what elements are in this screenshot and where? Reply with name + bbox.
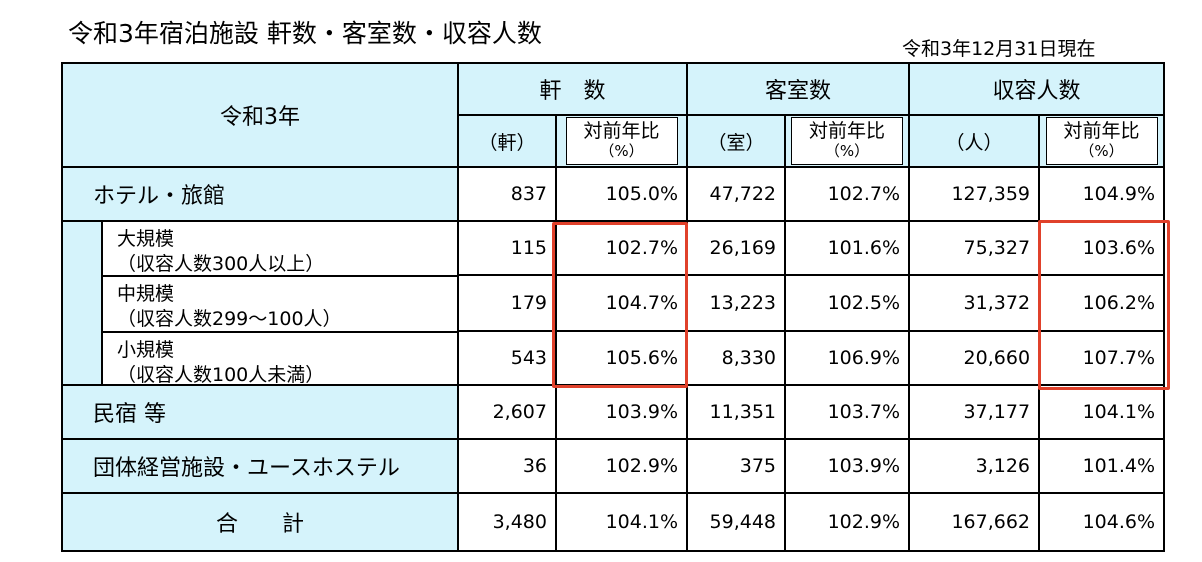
cell: 75,327 xyxy=(908,220,1041,276)
yoy-unit: （%） xyxy=(599,142,644,160)
cell: 3,480 xyxy=(457,492,557,552)
row-label-small: 小規模 （収容人数100人未満） xyxy=(61,331,459,386)
yoy-header-rooms: 対前年比 （%） xyxy=(784,114,911,168)
year-header: 令和3年 xyxy=(61,62,459,168)
cell: 37,177 xyxy=(908,384,1041,440)
cell: 104.1% xyxy=(554,492,689,552)
cell: 13,223 xyxy=(686,274,787,332)
cell: 102.9% xyxy=(554,438,689,494)
unit-facilities: （軒） xyxy=(457,114,557,168)
yoy-label: 対前年比 xyxy=(1063,120,1140,142)
cell: 36 xyxy=(457,438,557,494)
group-header-facilities: 軒 数 xyxy=(456,62,689,116)
cell: 31,372 xyxy=(908,274,1041,332)
header-row-groups: 令和3年 軒 数 客室数 収容人数 xyxy=(61,62,1166,168)
table-row-group: 団体経営施設・ユースホステル 36 102.9% 375 103.9% 3,12… xyxy=(61,438,1166,494)
cell: 103.7% xyxy=(784,384,911,440)
cell: 127,359 xyxy=(908,166,1041,222)
cell: 102.5% xyxy=(784,274,911,332)
cell: 2,607 xyxy=(457,384,557,440)
cell: 26,169 xyxy=(686,220,787,276)
row-label-large-title: 大規模 xyxy=(117,228,175,250)
cell: 107.7% xyxy=(1038,330,1166,386)
cell: 105.0% xyxy=(554,166,689,222)
yoy-unit: （%） xyxy=(824,142,870,160)
page-title: 令和3年宿泊施設 軒数・客室数・収容人数 xyxy=(68,19,542,48)
cell: 103.9% xyxy=(784,438,911,494)
cell: 105.6% xyxy=(554,330,689,386)
cell: 104.7% xyxy=(554,274,689,332)
row-label-group: 団体経営施設・ユースホステル xyxy=(61,438,459,494)
cell: 104.6% xyxy=(1038,492,1166,552)
yoy-label: 対前年比 xyxy=(809,120,886,142)
row-label-minshuku: 民宿 等 xyxy=(61,384,459,440)
cell: 375 xyxy=(686,438,787,494)
cell: 101.4% xyxy=(1038,438,1166,494)
cell: 115 xyxy=(457,220,557,276)
cell: 101.6% xyxy=(784,220,911,276)
row-label-small-note: （収容人数100人未満） xyxy=(117,364,325,386)
yoy-unit: （%） xyxy=(1079,142,1124,160)
cell: 103.9% xyxy=(554,384,689,440)
row-label-medium-title: 中規模 xyxy=(117,283,175,305)
cell: 106.2% xyxy=(1038,274,1166,332)
table-row-medium: 中規模 （収容人数299〜100人） 179 104.7% 13,223 102… xyxy=(61,274,1166,332)
table-row-small: 小規模 （収容人数100人未満） 543 105.6% 8,330 106.9%… xyxy=(61,330,1166,386)
row-label-large: 大規模 （収容人数300人以上） xyxy=(61,220,459,275)
yoy-header-facilities: 対前年比 （%） xyxy=(554,114,689,168)
statistics-table: 令和3年 軒 数 客室数 収容人数 （軒） 対前年比 （%） （室） 対前年比 （%… xyxy=(61,62,1166,552)
group-header-capacity: 収容人数 xyxy=(908,62,1166,116)
cell: 104.1% xyxy=(1038,384,1166,440)
cell: 106.9% xyxy=(784,330,911,386)
cell: 59,448 xyxy=(686,492,787,552)
cell: 8,330 xyxy=(686,330,787,386)
group-header-rooms: 客室数 xyxy=(686,62,911,116)
yoy-label: 対前年比 xyxy=(583,120,660,142)
cell: 11,351 xyxy=(686,384,787,440)
yoy-header-capacity: 対前年比 （%） xyxy=(1038,114,1166,168)
row-label-hotel: ホテル・旅館 xyxy=(61,166,459,222)
row-label-medium: 中規模 （収容人数299〜100人） xyxy=(61,275,459,331)
cell: 102.7% xyxy=(784,166,911,222)
cell: 167,662 xyxy=(908,492,1041,552)
table-row-hotel: ホテル・旅館 837 105.0% 47,722 102.7% 127,359 … xyxy=(61,166,1166,222)
as-of-date: 令和3年12月31日現在 xyxy=(902,38,1096,60)
table-row-minshuku: 民宿 等 2,607 103.9% 11,351 103.7% 37,177 1… xyxy=(61,384,1166,440)
cell: 102.9% xyxy=(784,492,911,552)
cell: 102.7% xyxy=(554,220,689,276)
header-row-units: （軒） 対前年比 （%） （室） 対前年比 （%） （人） 対前年比 （%） xyxy=(62,114,1166,168)
row-label-medium-note: （収容人数299〜100人） xyxy=(117,308,342,330)
row-label-large-note: （収容人数300人以上） xyxy=(117,253,325,275)
cell: 3,126 xyxy=(908,438,1041,494)
cell: 837 xyxy=(457,166,557,222)
table-row-large: 大規模 （収容人数300人以上） 115 102.7% 26,169 101.6… xyxy=(61,220,1166,276)
row-label-small-title: 小規模 xyxy=(117,339,175,361)
cell: 104.9% xyxy=(1038,166,1166,222)
cell: 47,722 xyxy=(686,166,787,222)
row-label-total: 合 計 xyxy=(61,492,459,552)
cell: 20,660 xyxy=(908,330,1041,386)
unit-capacity: （人） xyxy=(908,114,1041,168)
cell: 103.6% xyxy=(1038,220,1166,276)
cell: 543 xyxy=(457,330,557,386)
table-row-total: 合 計 3,480 104.1% 59,448 102.9% 167,662 1… xyxy=(61,492,1166,552)
cell: 179 xyxy=(457,274,557,332)
unit-rooms: （室） xyxy=(686,114,787,168)
